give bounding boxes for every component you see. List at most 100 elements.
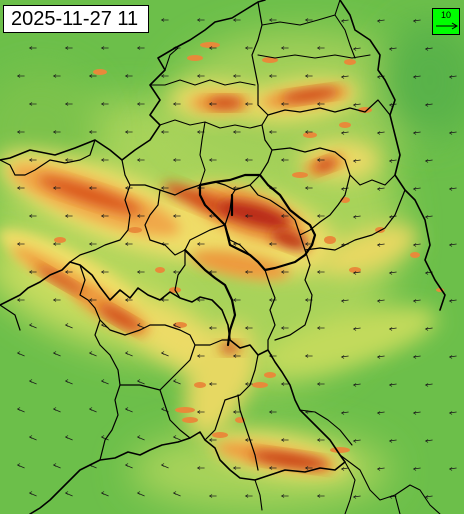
wind-vector [425, 159, 433, 162]
wind-vector-head [352, 495, 357, 499]
wind-vector-head [16, 407, 21, 411]
wind-vector-head [448, 411, 453, 415]
wind-vector-head [52, 74, 57, 78]
wind-vector-head [196, 354, 201, 358]
wind-vector-head [280, 46, 285, 50]
wind-vector [389, 47, 397, 50]
wind-vector-head [172, 102, 177, 106]
wind-vector-head [268, 466, 273, 470]
wind-vector [425, 47, 433, 50]
wind-vector-head [352, 383, 357, 387]
wind-vector-head [244, 382, 249, 386]
wind-vector-head [388, 159, 393, 163]
wind-vector-head [28, 379, 33, 383]
wind-vector-head [388, 215, 393, 219]
wind-vector-head [64, 102, 69, 106]
wind-vector-head [16, 74, 21, 78]
wind-vector-head [100, 158, 105, 162]
wind-scale-value: 10 [440, 10, 451, 20]
wind-vector-head [64, 491, 69, 495]
wind-vector [413, 355, 421, 358]
wind-vector-head [244, 438, 249, 442]
wind-vector-head [232, 130, 237, 134]
wind-vector [413, 19, 421, 22]
wind-vector-head [424, 215, 429, 219]
wind-vector [377, 411, 385, 414]
wind-vector-head [172, 435, 177, 439]
wind-vector-head [16, 351, 21, 355]
wind-vector [353, 159, 361, 162]
wind-vector [449, 131, 457, 134]
wind-vector-head [424, 103, 429, 107]
wind-vector-head [316, 158, 321, 162]
wind-vector-head [88, 130, 93, 134]
wind-vector [353, 383, 361, 386]
wind-vector [353, 271, 361, 274]
northern-borders [149, 0, 371, 186]
wind-vector [413, 411, 421, 414]
wind-vector-head [232, 410, 237, 414]
wind-vector-head [280, 270, 285, 274]
wind-vector-head [424, 439, 429, 443]
wind-vector-head [64, 379, 69, 383]
wind-vector-head [88, 74, 93, 78]
wind-vector-head [100, 214, 105, 218]
wind-vector-head [208, 270, 213, 274]
wind-vector [413, 187, 421, 190]
wind-vector-head [448, 355, 453, 359]
wind-vector-head [448, 467, 453, 471]
wind-vector-head [28, 491, 33, 495]
wind-vector-head [232, 18, 237, 22]
wind-vector-head [412, 467, 417, 471]
wind-vector-head [52, 298, 57, 302]
wind-vector-head [88, 298, 93, 302]
wind-vector-head [316, 438, 321, 442]
wind-vector-head [232, 186, 237, 190]
wind-vector [413, 243, 421, 246]
wind-vector-head [424, 159, 429, 163]
wind-vector-head [280, 214, 285, 218]
wind-vector-head [388, 271, 393, 275]
wind-vector-head [244, 102, 249, 106]
wind-vector-head [316, 494, 321, 498]
wind-vector [389, 215, 397, 218]
wind-vector-head [340, 467, 345, 471]
wind-vector-head [208, 494, 213, 498]
wind-vector [425, 439, 433, 442]
wind-vector-head [160, 130, 165, 134]
wind-vector-head [340, 131, 345, 135]
wind-vector-head [208, 102, 213, 106]
wind-vector-head [232, 298, 237, 302]
wind-scale-legend: 10 [432, 8, 460, 35]
wind-vector-head [64, 270, 69, 274]
wind-vector-head [340, 299, 345, 303]
wind-vector-head [124, 130, 129, 134]
wind-vector-head [196, 130, 201, 134]
wind-vector-head [340, 411, 345, 415]
wind-vector-head [28, 323, 33, 327]
wind-vector [449, 299, 457, 302]
wind-vector [449, 187, 457, 190]
wind-vector-head [136, 102, 141, 106]
wind-vector [341, 19, 349, 22]
wind-vector-head [172, 158, 177, 162]
wind-vector [425, 327, 433, 330]
wind-vector-head [352, 47, 357, 51]
wind-vector-head [304, 18, 309, 22]
wind-vector-head [316, 46, 321, 50]
wind-vector-head [52, 130, 57, 134]
wind-vector-head [100, 435, 105, 439]
wind-vector [389, 439, 397, 442]
wind-speed-field [0, 20, 464, 510]
wind-vector-head [448, 299, 453, 303]
wind-vector-head [232, 74, 237, 78]
wind-vector-head [64, 323, 69, 327]
wind-vector-head [244, 494, 249, 498]
wind-vector [341, 411, 349, 414]
wind-vector-head [280, 158, 285, 162]
wind-vector-head [136, 379, 141, 383]
wind-vector-head [208, 382, 213, 386]
wind-vector-head [160, 407, 165, 411]
wind-vector-head [16, 186, 21, 190]
wind-vector [377, 187, 385, 190]
